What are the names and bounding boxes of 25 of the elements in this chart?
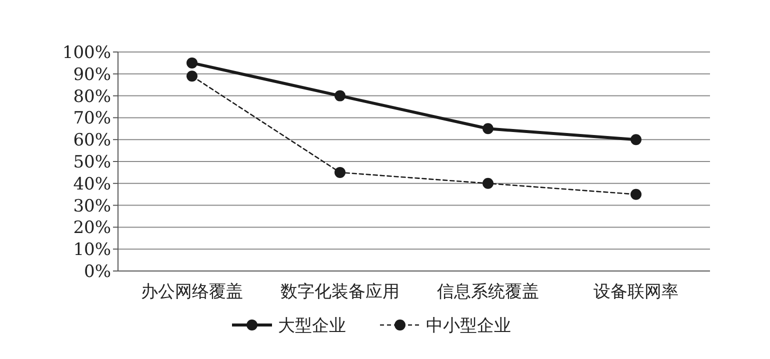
x-tick-label: 设备联网率: [594, 282, 678, 302]
y-tick-label: 0%: [84, 262, 111, 282]
x-tick-label: 数字化装备应用: [280, 282, 400, 302]
x-tick-label: 办公网络覆盖: [141, 282, 243, 302]
y-tick-label: 20%: [73, 218, 111, 238]
point: [186, 70, 198, 82]
y-tick-label: 100%: [62, 43, 111, 63]
y-tick-label: 50%: [73, 152, 111, 172]
point: [334, 166, 346, 178]
y-tick-label: 90%: [73, 64, 111, 85]
legend-label: 大型企业: [278, 316, 346, 336]
y-tick-label: 30%: [73, 196, 111, 216]
y-tick-label: 70%: [73, 108, 111, 129]
point: [630, 188, 642, 200]
point: [186, 57, 198, 68]
y-tick-label: 40%: [73, 174, 111, 194]
y-tick-label: 60%: [73, 130, 111, 151]
point: [334, 90, 346, 102]
point: [482, 178, 494, 189]
point: [630, 134, 642, 146]
x-tick-label: 信息系统覆盖: [437, 282, 539, 302]
point: [482, 123, 494, 134]
y-tick-label: 10%: [73, 240, 111, 260]
y-tick-label: 80%: [73, 86, 111, 107]
legend-label: 中小型企业: [426, 316, 511, 336]
